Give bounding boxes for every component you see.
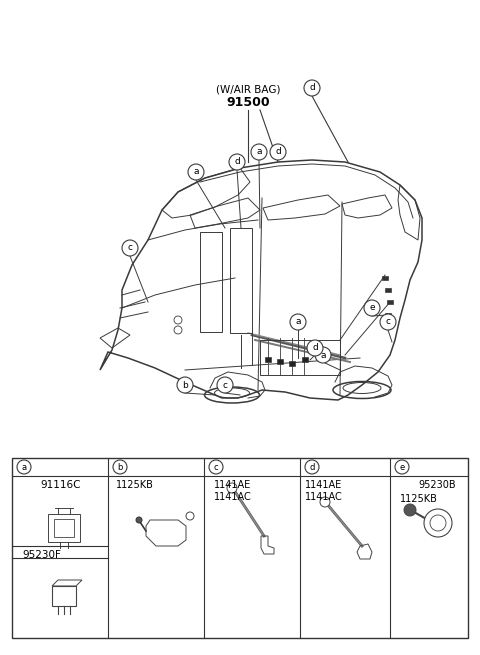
Circle shape bbox=[315, 347, 331, 363]
Circle shape bbox=[174, 326, 182, 334]
Circle shape bbox=[305, 460, 319, 474]
Circle shape bbox=[380, 314, 396, 330]
Text: d: d bbox=[275, 147, 281, 157]
Circle shape bbox=[430, 515, 446, 531]
Circle shape bbox=[364, 300, 380, 316]
Circle shape bbox=[174, 316, 182, 324]
Circle shape bbox=[122, 240, 138, 256]
Text: 1141AC: 1141AC bbox=[305, 492, 343, 502]
Bar bbox=[54, 519, 74, 537]
Bar bbox=[382, 276, 388, 280]
Text: 1141AC: 1141AC bbox=[214, 492, 252, 502]
Bar bbox=[200, 232, 222, 332]
Circle shape bbox=[186, 512, 194, 520]
Bar bbox=[48, 514, 80, 542]
Bar bbox=[302, 357, 308, 362]
Circle shape bbox=[229, 154, 245, 170]
Bar bbox=[260, 340, 340, 375]
Circle shape bbox=[270, 144, 286, 160]
Bar bbox=[385, 288, 391, 292]
Bar bbox=[385, 313, 391, 317]
Circle shape bbox=[304, 80, 320, 96]
Text: d: d bbox=[309, 462, 315, 472]
Circle shape bbox=[188, 164, 204, 180]
Text: e: e bbox=[369, 303, 375, 312]
Text: 1125KB: 1125KB bbox=[116, 480, 154, 490]
Text: 1125KB: 1125KB bbox=[400, 494, 438, 504]
Bar bbox=[277, 359, 283, 364]
Bar bbox=[387, 300, 393, 304]
Bar bbox=[265, 357, 271, 362]
Circle shape bbox=[404, 504, 416, 516]
Bar bbox=[52, 586, 76, 606]
Text: b: b bbox=[117, 462, 123, 472]
Text: e: e bbox=[399, 462, 405, 472]
Text: 1141AE: 1141AE bbox=[214, 480, 251, 490]
Text: c: c bbox=[214, 462, 218, 472]
Circle shape bbox=[320, 497, 330, 507]
Circle shape bbox=[217, 377, 233, 393]
Text: b: b bbox=[182, 381, 188, 390]
Circle shape bbox=[177, 377, 193, 393]
Circle shape bbox=[209, 460, 223, 474]
Circle shape bbox=[227, 483, 237, 493]
Circle shape bbox=[251, 144, 267, 160]
Circle shape bbox=[136, 517, 142, 523]
Text: (W/AIR BAG): (W/AIR BAG) bbox=[216, 85, 280, 95]
Text: d: d bbox=[312, 343, 318, 352]
Text: 95230B: 95230B bbox=[418, 480, 456, 490]
Circle shape bbox=[395, 460, 409, 474]
Text: a: a bbox=[320, 350, 326, 360]
Text: a: a bbox=[256, 147, 262, 157]
Circle shape bbox=[113, 460, 127, 474]
Text: a: a bbox=[22, 462, 26, 472]
Text: 1141AE: 1141AE bbox=[305, 480, 342, 490]
Text: c: c bbox=[385, 318, 391, 326]
Text: 91116C: 91116C bbox=[40, 480, 81, 490]
Text: a: a bbox=[193, 168, 199, 176]
Circle shape bbox=[290, 314, 306, 330]
Bar bbox=[230, 228, 252, 333]
Text: 91500: 91500 bbox=[226, 96, 270, 109]
Text: 95230F: 95230F bbox=[22, 550, 61, 560]
Circle shape bbox=[17, 460, 31, 474]
Circle shape bbox=[307, 340, 323, 356]
Text: d: d bbox=[234, 157, 240, 166]
Text: a: a bbox=[295, 318, 301, 326]
Text: c: c bbox=[128, 244, 132, 252]
Text: d: d bbox=[309, 83, 315, 92]
Bar bbox=[12, 458, 468, 638]
Text: c: c bbox=[223, 381, 228, 390]
Circle shape bbox=[424, 509, 452, 537]
Bar bbox=[289, 361, 295, 366]
